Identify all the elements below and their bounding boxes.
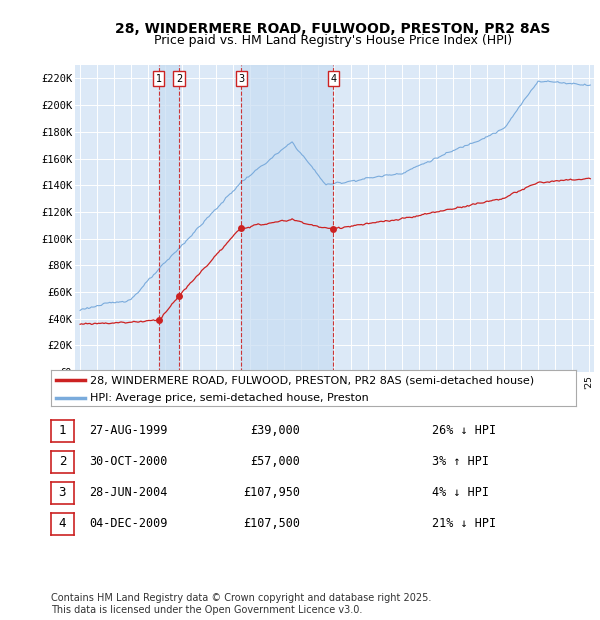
Text: Price paid vs. HM Land Registry's House Price Index (HPI): Price paid vs. HM Land Registry's House … bbox=[154, 34, 512, 47]
Text: 4% ↓ HPI: 4% ↓ HPI bbox=[432, 487, 489, 499]
Text: £39,000: £39,000 bbox=[250, 425, 300, 437]
Text: £107,950: £107,950 bbox=[243, 487, 300, 499]
Text: 4: 4 bbox=[330, 74, 336, 84]
Text: £57,000: £57,000 bbox=[250, 456, 300, 468]
Text: 30-OCT-2000: 30-OCT-2000 bbox=[89, 456, 167, 468]
Text: 28, WINDERMERE ROAD, FULWOOD, PRESTON, PR2 8AS: 28, WINDERMERE ROAD, FULWOOD, PRESTON, P… bbox=[115, 22, 551, 36]
Text: 1: 1 bbox=[156, 74, 162, 84]
Text: 3: 3 bbox=[238, 74, 244, 84]
Text: 2: 2 bbox=[176, 74, 182, 84]
Text: 4: 4 bbox=[59, 518, 66, 530]
Bar bbox=[159, 65, 179, 372]
Text: Contains HM Land Registry data © Crown copyright and database right 2025.
This d: Contains HM Land Registry data © Crown c… bbox=[51, 593, 431, 615]
Text: 1: 1 bbox=[59, 425, 66, 437]
Text: 28, WINDERMERE ROAD, FULWOOD, PRESTON, PR2 8AS (semi-detached house): 28, WINDERMERE ROAD, FULWOOD, PRESTON, P… bbox=[91, 375, 535, 385]
Text: 28-JUN-2004: 28-JUN-2004 bbox=[89, 487, 167, 499]
Text: 26% ↓ HPI: 26% ↓ HPI bbox=[432, 425, 496, 437]
Text: 27-AUG-1999: 27-AUG-1999 bbox=[89, 425, 167, 437]
Text: £107,500: £107,500 bbox=[243, 518, 300, 530]
Bar bbox=[241, 65, 333, 372]
Text: 3: 3 bbox=[59, 487, 66, 499]
Text: 04-DEC-2009: 04-DEC-2009 bbox=[89, 518, 167, 530]
Text: HPI: Average price, semi-detached house, Preston: HPI: Average price, semi-detached house,… bbox=[91, 393, 369, 403]
Text: 2: 2 bbox=[59, 456, 66, 468]
Text: 3% ↑ HPI: 3% ↑ HPI bbox=[432, 456, 489, 468]
Text: 21% ↓ HPI: 21% ↓ HPI bbox=[432, 518, 496, 530]
